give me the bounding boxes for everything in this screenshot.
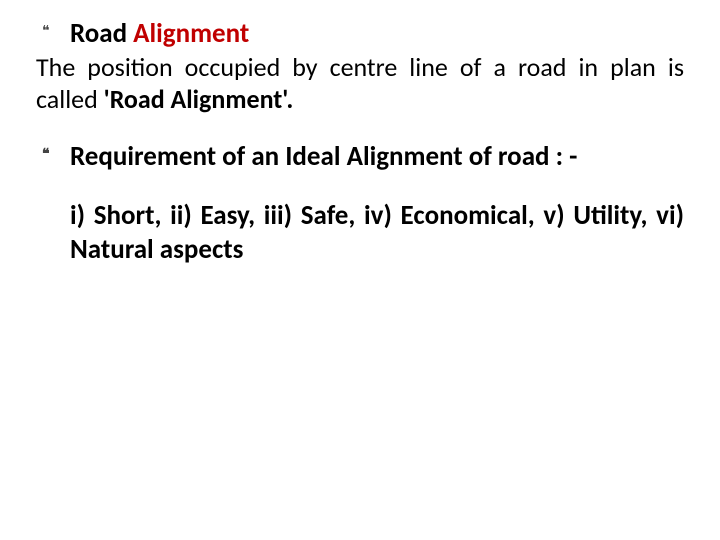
title-word-alignment: Alignment — [133, 17, 249, 50]
bullet-icon: ❝ — [42, 145, 50, 162]
definition-line: The position occupied by centre line of … — [36, 52, 684, 114]
definition-term: 'Road Alignment'. — [104, 83, 294, 115]
requirement-block: ❝ Requirement of an Ideal Alignment of r… — [36, 141, 684, 173]
requirements-list: i) Short, ii) Easy, iii) Safe, iv) Econo… — [36, 199, 684, 267]
title-word-road: Road — [70, 17, 133, 50]
requirements-list-text: i) Short, ii) Easy, iii) Safe, iv) Econo… — [70, 199, 684, 266]
requirement-text: Requirement of an Ideal Alignment of roa… — [70, 140, 577, 173]
title-line: Road Alignment — [70, 17, 249, 50]
title-block: ❝ Road Alignment — [36, 18, 684, 50]
slide-content: ❝ Road Alignment The position occupied b… — [0, 0, 720, 540]
bullet-icon: ❝ — [42, 22, 50, 39]
